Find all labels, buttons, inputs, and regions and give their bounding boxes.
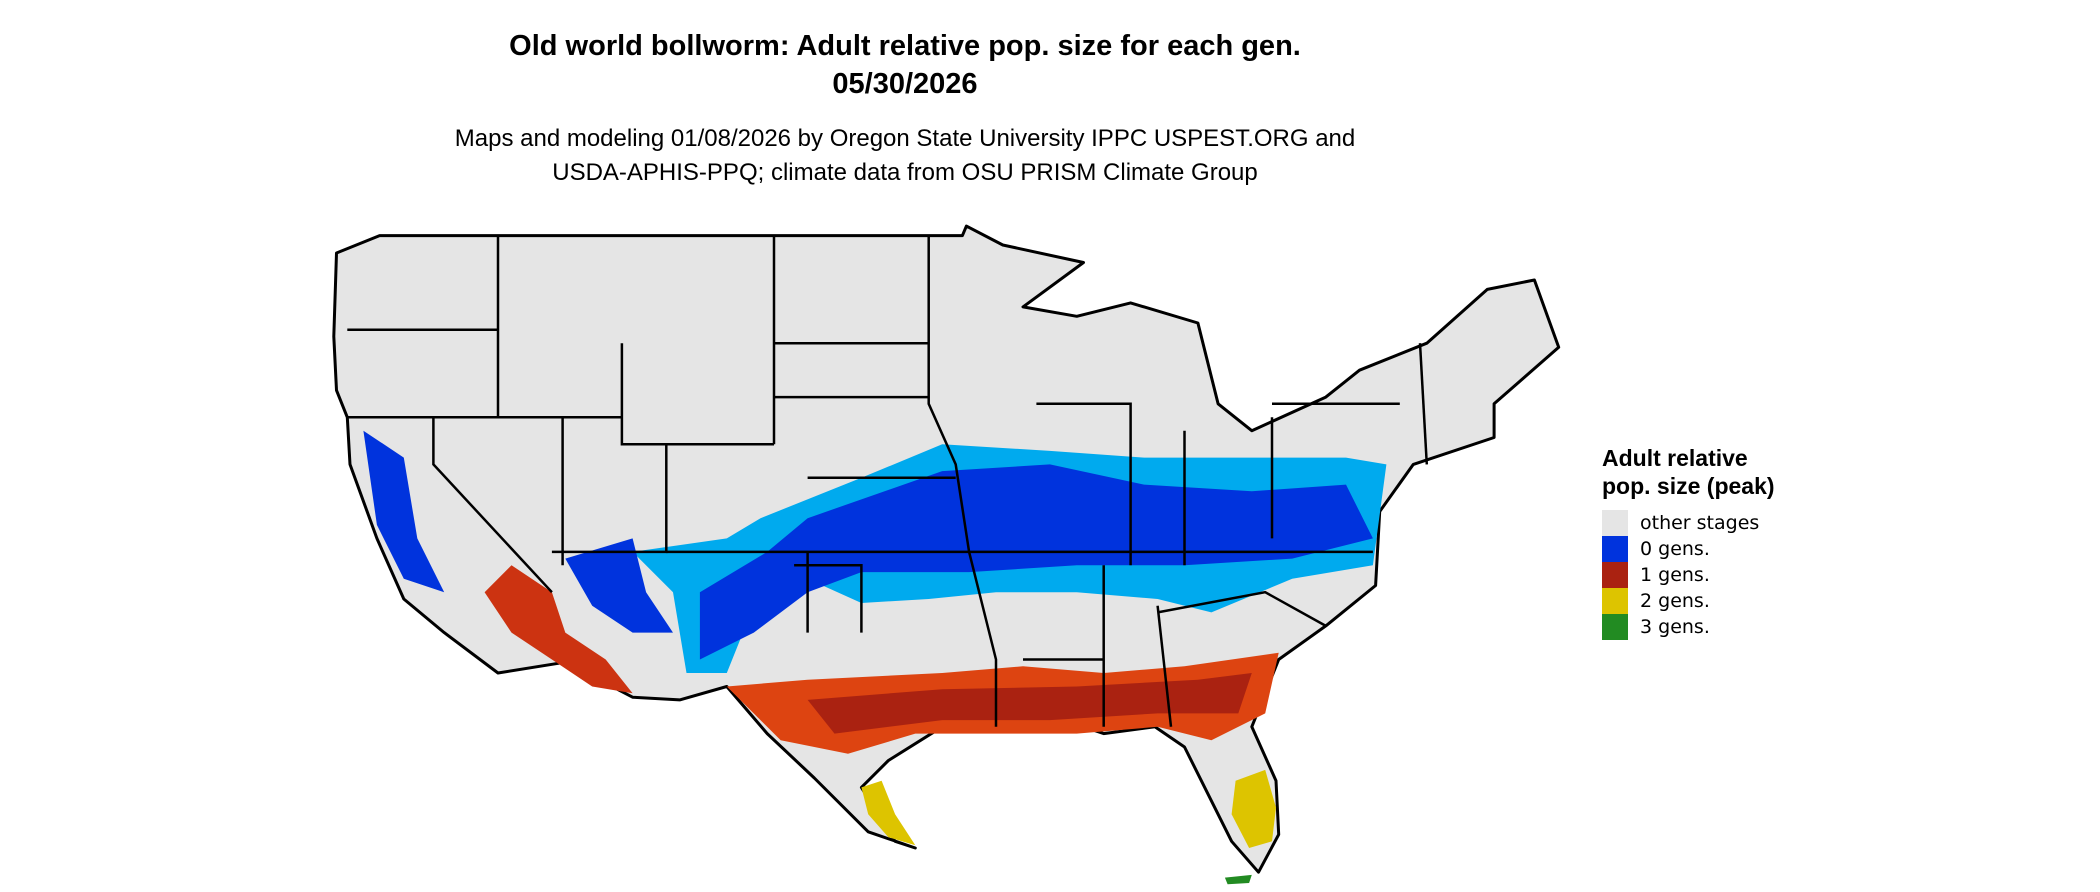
map-date: 05/30/2026 (832, 68, 978, 100)
legend-item: 0 gens. (1602, 536, 1802, 562)
state-border (1418, 343, 1429, 465)
state-border (1157, 590, 1327, 627)
legend-title: Adult relative pop. size (peak) (1602, 445, 1775, 499)
zone-0-gens-west (363, 430, 445, 593)
zone-1-gens (807, 673, 1252, 734)
zone-0-gens-sw (565, 538, 673, 633)
state-border (620, 343, 774, 446)
map-credit-line-2: USDA-APHIS-PPQ; climate data from OSU PR… (552, 159, 1258, 186)
state-border (967, 551, 998, 727)
state-border (794, 564, 863, 633)
legend-swatch (1602, 510, 1628, 536)
zone-2-gens-tx (861, 780, 916, 846)
legend-label: 0 gens. (1640, 538, 1710, 560)
state-border (1036, 402, 1132, 566)
zone-3-gens-fl (1224, 874, 1252, 885)
legend-item: 3 gens. (1602, 614, 1802, 640)
state-border (432, 417, 553, 594)
zone-0-gens (699, 464, 1373, 660)
legend: Adult relative pop. size (peak) other st… (1602, 444, 1802, 640)
legend-item: other stages (1602, 510, 1802, 536)
state-border (1156, 605, 1173, 727)
zone-1-gens-az (484, 565, 633, 694)
legend-swatch (1602, 562, 1628, 588)
map-title: Old world bollworm: Adult relative pop. … (509, 30, 1301, 62)
legend-label: other stages (1640, 512, 1760, 534)
legend-label: 1 gens. (1640, 564, 1710, 586)
legend-item: 2 gens. (1602, 588, 1802, 614)
state-border (927, 235, 971, 553)
legend-label: 3 gens. (1640, 616, 1710, 638)
legend-label: 2 gens. (1640, 590, 1710, 612)
legend-swatch (1602, 588, 1628, 614)
legend-item: 1 gens. (1602, 562, 1802, 588)
zone-2-gens-fl (1231, 769, 1276, 848)
legend-swatch (1602, 536, 1628, 562)
legend-swatch (1602, 614, 1628, 640)
map-credit-line-1: Maps and modeling 01/08/2026 by Oregon S… (454, 125, 1356, 152)
